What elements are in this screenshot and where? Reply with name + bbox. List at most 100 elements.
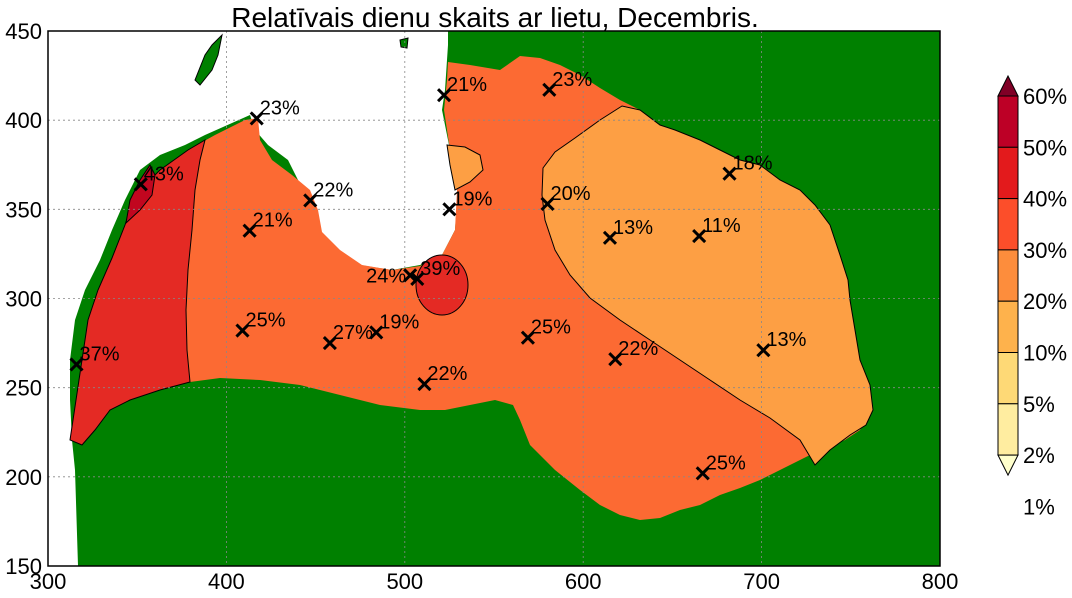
station-marker: 21% [436,74,487,103]
station-label: 22% [313,179,353,201]
colorbar-segment [997,198,1019,251]
station-label: 19% [379,311,419,333]
colorbar-segment [997,403,1019,456]
island-small [399,37,409,49]
colorbar-extend-bottom [997,454,1019,477]
station-marker: 13% [602,217,653,245]
x-tick-label: 600 [565,569,602,594]
colorbar-segment [997,249,1019,302]
colorbar-label: 5% [1023,392,1055,417]
station-label: 25% [706,452,746,474]
station-label: 22% [427,363,467,385]
x-tick-label: 400 [208,569,245,594]
station-marker: 25% [695,452,746,481]
station-cross [242,223,257,238]
map-title: Relatīvais dienu skaits ar lietu, Decemb… [231,2,759,33]
station-label: 13% [766,329,806,351]
station-cross [695,466,710,481]
station-cross [608,352,623,367]
station-marker: 25% [235,310,286,338]
station-label: 19% [452,188,492,210]
y-tick-label: 250 [5,376,42,401]
y-tick-label: 350 [5,197,42,222]
colorbar-segment [997,146,1019,200]
station-cross [442,202,457,217]
colorbar-label: 60% [1023,84,1067,109]
station-label: 25% [245,310,285,332]
station-marker: 11% [692,215,741,244]
station-cross [235,323,250,338]
station-cross [369,325,384,340]
station-cross [303,193,318,208]
x-axis-ticks: 300 400 500 600 700 800 [30,569,959,594]
station-marker: 22% [303,179,353,208]
plot-frame [47,30,941,567]
station-label: 18% [732,153,772,175]
station-cross [520,330,535,345]
station-cross [540,196,555,212]
station-cross [756,343,771,358]
station-cross [436,88,452,103]
x-tick-label: 800 [922,569,959,594]
y-tick-label: 300 [5,287,42,312]
contour-10-20-east [541,105,874,466]
y-tick-label: 200 [5,465,42,490]
station-label: 25% [531,317,571,339]
station-marker: 43% [133,163,184,192]
station-label: 21% [447,74,487,96]
station-marker: 18% [722,153,773,181]
colorbar-label: 1% [1023,494,1055,519]
y-tick-label: 400 [5,108,42,133]
contour-30-40-west [69,138,206,446]
contour-30-40-center [415,254,469,316]
x-tick-label: 500 [386,569,423,594]
station-marker: 23% [249,97,300,126]
station-cross [69,357,84,372]
colorbar: 60% 50% 40% 30% 20% 10% 5% 2% 1% [997,74,1067,519]
contour-10-20-gulf [446,144,484,191]
colorbar-label: 10% [1023,341,1067,366]
station-marker: 27% [322,322,373,351]
station-marker: 19% [442,188,493,217]
colorbar-label: 40% [1023,187,1067,212]
station-label: 43% [144,163,184,185]
station-marker: 22% [417,363,468,392]
station-label: 24% [366,265,406,287]
plot-area: 37% 43% 21% 23% 22% 25% 27% 19% 24% 39% 22% 21% 19% 2… [48,31,940,566]
station-cross [410,271,425,286]
station-cross [602,230,618,245]
colorbar-extend-top [997,74,1019,97]
station-label: 39% [420,258,460,280]
station-label: 37% [80,343,120,365]
island-north [194,33,223,86]
station-label: 22% [618,338,658,360]
station-marker: 22% [608,338,659,367]
colorbar-label: 30% [1023,238,1067,263]
station-label: 21% [253,210,293,232]
station-cross [322,336,337,351]
colorbar-segment [997,352,1019,405]
station-label: 11% [702,215,741,237]
colorbar-label: 2% [1023,443,1055,468]
grid-lines [48,31,940,566]
stations-layer: 37% 43% 21% 23% 22% 25% 27% 19% 24% 39% 22% 21% 19% 2… [69,69,807,481]
y-tick-label: 150 [5,554,42,579]
station-marker: 24% [366,265,418,287]
station-marker: 19% [369,311,420,340]
colorbar-segment [997,300,1019,354]
colorbar-label: 20% [1023,289,1067,314]
station-cross [417,377,432,392]
y-tick-label: 450 [5,19,42,44]
station-marker: 21% [242,210,293,238]
colorbar-label: 50% [1023,135,1067,160]
colorbar-segment [997,95,1019,148]
station-label: 13% [613,217,653,239]
station-cross [542,82,557,97]
station-marker: 39% [410,258,461,286]
station-marker: 37% [69,343,120,372]
sea-area [48,31,458,566]
station-marker: 23% [542,69,593,97]
station-cross [692,229,707,244]
station-label: 27% [333,322,373,344]
